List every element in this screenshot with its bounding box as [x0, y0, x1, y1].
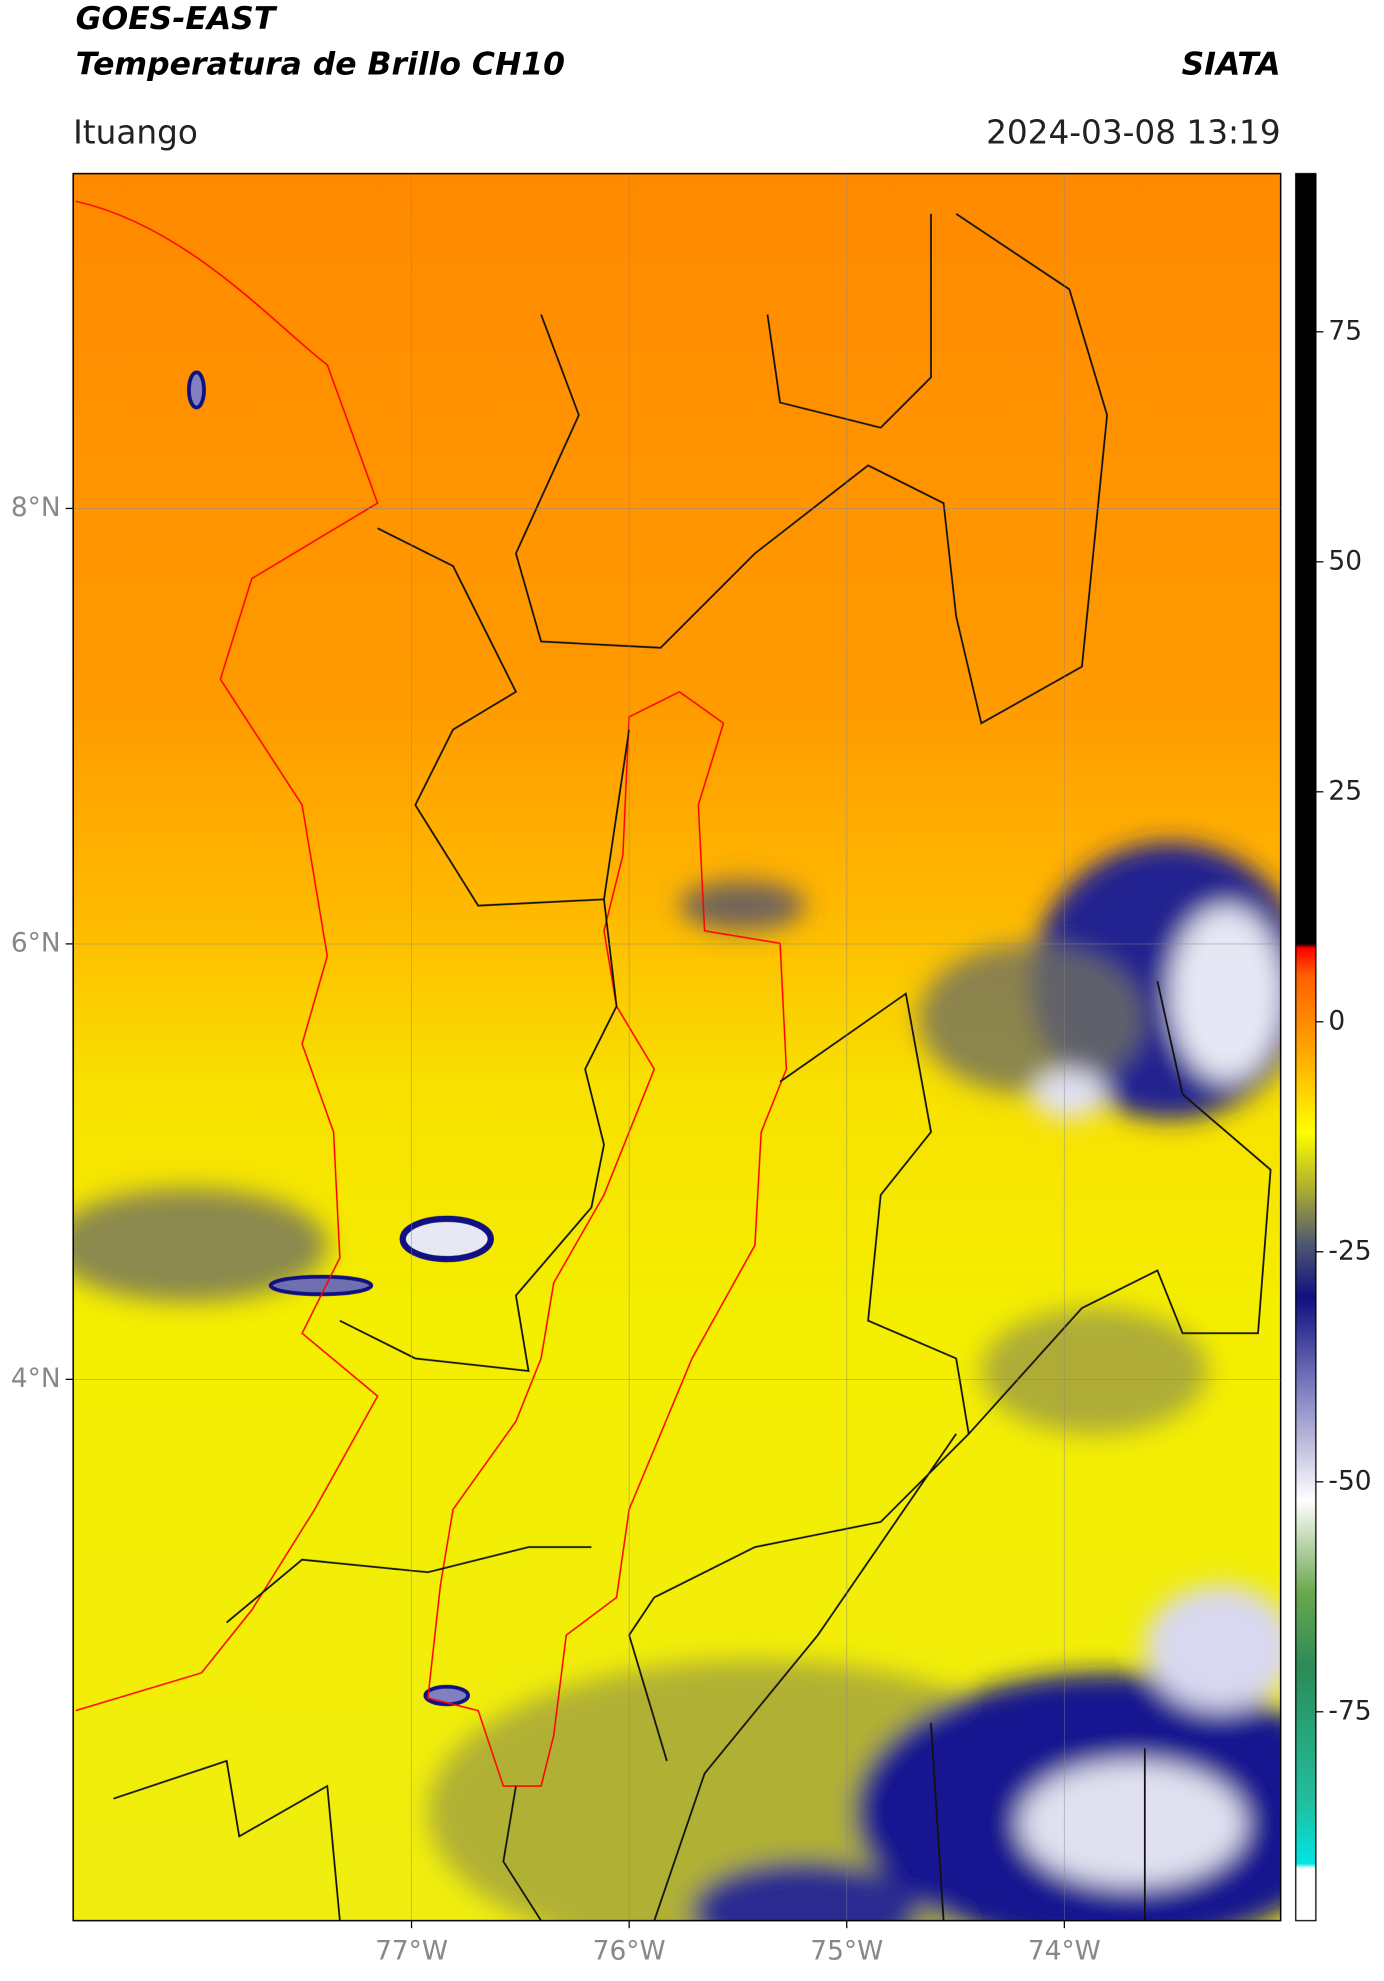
x-tick-label: 76°W	[593, 1936, 666, 1967]
cloud-cell	[423, 1684, 471, 1707]
colorbar-tick-label: 75	[1328, 315, 1362, 346]
datetime: 2024-03-08 13:19	[986, 114, 1281, 152]
colorbar-tick-label: -50	[1328, 1465, 1371, 1496]
x-tick-label: 74°W	[1028, 1936, 1101, 1967]
subtitle: Temperatura de Brillo CH10	[76, 46, 565, 82]
coastline	[75, 200, 379, 1712]
colorbar-tick-label: 25	[1328, 775, 1362, 806]
colorbar-tick-label: 50	[1328, 545, 1362, 576]
colorbar-tick-label: 0	[1328, 1005, 1345, 1036]
cloud-cell	[268, 1274, 374, 1297]
y-tick-label: 4°N	[11, 1363, 61, 1394]
map-frame	[72, 172, 1282, 1922]
map	[73, 173, 1281, 1921]
y-tick-label: 8°N	[11, 492, 61, 523]
title: GOES-EAST	[76, 1, 278, 37]
x-tick-label: 75°W	[810, 1936, 883, 1967]
colorbar	[1295, 172, 1317, 1922]
x-tick-label: 77°W	[375, 1936, 448, 1967]
y-tick-label: 6°N	[11, 927, 61, 958]
clouds	[73, 842, 1281, 1921]
colorbar-tick-label: -25	[1328, 1235, 1371, 1266]
colorbar-tick-label: -75	[1328, 1695, 1371, 1726]
cloud-cell	[187, 370, 206, 410]
brand: SIATA	[1182, 46, 1281, 82]
location: Ituango	[73, 114, 198, 152]
admin-boundaries	[113, 213, 1272, 1921]
basin-outline	[427, 690, 788, 1787]
cloud-cell	[399, 1215, 494, 1263]
